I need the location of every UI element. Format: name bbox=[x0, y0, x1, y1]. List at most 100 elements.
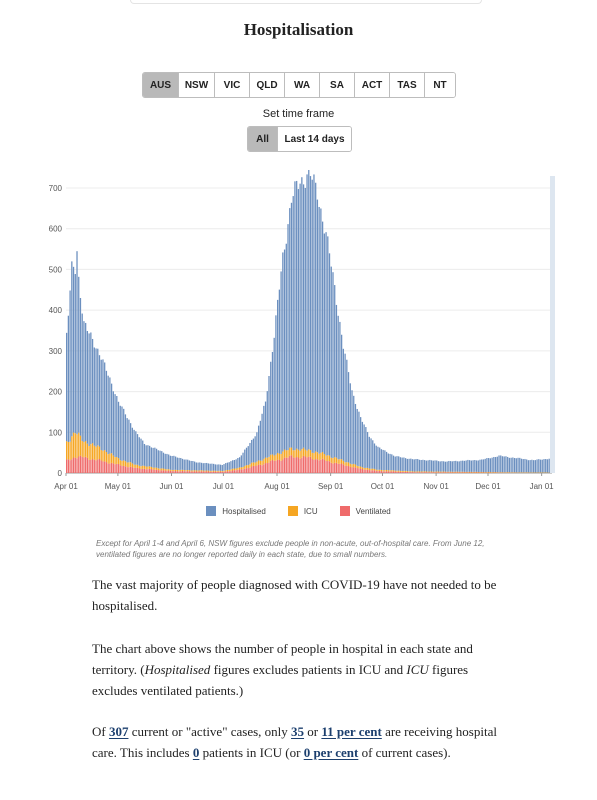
icu-bar bbox=[382, 470, 384, 472]
ventilated-bar bbox=[372, 470, 374, 473]
legend-swatch bbox=[287, 506, 298, 516]
hospitalised-bar bbox=[403, 457, 405, 471]
hospitalised-bar bbox=[91, 338, 94, 444]
icu-patients-link[interactable]: 0 bbox=[192, 745, 200, 760]
hospitalised-bar bbox=[508, 457, 511, 473]
hospitalised-bar bbox=[538, 459, 540, 473]
hospitalised-bar bbox=[526, 459, 528, 473]
icu-bar bbox=[424, 471, 426, 473]
icu-bar bbox=[439, 471, 441, 473]
icu-bar bbox=[377, 469, 379, 471]
hospitalised-bar bbox=[154, 447, 156, 468]
hospitalised-bar bbox=[213, 463, 215, 471]
state-tab-wa[interactable]: WA bbox=[285, 73, 320, 97]
ventilated-bar bbox=[280, 460, 282, 473]
ventilated-bar bbox=[129, 466, 132, 473]
hospitalised-bar bbox=[422, 459, 424, 472]
icu-bar bbox=[436, 471, 438, 473]
hospitalised-bar bbox=[102, 359, 104, 451]
hospitalised-bar bbox=[434, 460, 436, 472]
hospitalised-bar bbox=[81, 313, 83, 441]
hospitalisation-chart: 0 100 200 300 400 500 600 700 Apr 01 May 01 Jun 01… bbox=[49, 170, 555, 491]
state-tab-tas[interactable]: TAS bbox=[390, 73, 425, 97]
paragraph-2-text: The chart above shows the number of peop… bbox=[92, 641, 473, 677]
hospital-percent-link[interactable]: 11 per cent bbox=[321, 724, 382, 739]
ventilated-bar bbox=[335, 462, 338, 473]
hospitalised-bar bbox=[372, 440, 374, 469]
icu-bar bbox=[379, 469, 381, 471]
ventilated-bar bbox=[327, 461, 329, 473]
state-tab-nsw[interactable]: NSW bbox=[179, 73, 215, 97]
icu-bar bbox=[505, 472, 507, 473]
icu-bar bbox=[327, 455, 329, 462]
ventilated-bar bbox=[226, 471, 229, 473]
icu-bar bbox=[398, 470, 400, 472]
active-cases-link[interactable]: 307 bbox=[108, 724, 129, 739]
icu-bar bbox=[273, 455, 275, 461]
ventilated-bar bbox=[256, 465, 258, 473]
icu-bar bbox=[363, 467, 365, 470]
icu-bar bbox=[308, 449, 310, 457]
ventilated-bar bbox=[462, 472, 464, 473]
icu-bar bbox=[136, 464, 139, 468]
icu-bar bbox=[102, 450, 104, 462]
ventilated-bar bbox=[192, 471, 194, 473]
hospitalised-bar bbox=[142, 440, 144, 466]
icu-bar bbox=[325, 455, 327, 461]
timeframe-option-all[interactable]: All bbox=[248, 127, 278, 151]
ventilated-bar bbox=[188, 471, 191, 473]
state-tab-sa[interactable]: SA bbox=[320, 73, 355, 97]
state-tab-nt[interactable]: NT bbox=[425, 73, 455, 97]
ventilated-bar bbox=[353, 467, 355, 473]
ventilated-bar bbox=[218, 471, 220, 473]
icu-bar bbox=[479, 472, 481, 473]
ventilated-bar bbox=[368, 470, 370, 473]
timeframe-selector: All Last 14 days bbox=[247, 126, 352, 152]
hospitalised-bar bbox=[207, 463, 210, 471]
hospitalised-bar bbox=[252, 438, 255, 463]
ventilated-bar bbox=[437, 472, 440, 473]
hospitalised-bar bbox=[529, 460, 531, 473]
x-tick-label: Oct 01 bbox=[371, 482, 395, 491]
icu-bar bbox=[85, 440, 87, 457]
hospitalised-bar bbox=[470, 460, 472, 472]
ventilated-bar bbox=[302, 455, 305, 473]
icu-percent-link[interactable]: 0 per cent bbox=[303, 745, 359, 760]
hospitalised-bar bbox=[180, 457, 182, 470]
timeframe-option-last-14-days[interactable]: Last 14 days bbox=[278, 127, 351, 151]
state-tab-vic[interactable]: VIC bbox=[215, 73, 250, 97]
hospital-care-link[interactable]: 35 bbox=[291, 724, 305, 739]
hospitalised-bar bbox=[301, 177, 303, 450]
icu-bar bbox=[209, 470, 211, 472]
ventilated-bar bbox=[133, 467, 135, 473]
ventilated-bar bbox=[318, 460, 320, 473]
ventilated-bar bbox=[102, 461, 104, 473]
icu-bar bbox=[121, 460, 123, 467]
icu-bar bbox=[67, 442, 70, 460]
x-tick-label: Apr 01 bbox=[54, 482, 78, 491]
icu-bar bbox=[289, 447, 291, 456]
hospitalised-bar bbox=[110, 383, 113, 454]
hospitalised-bar bbox=[164, 453, 166, 470]
icu-bar bbox=[143, 465, 146, 469]
ventilated-bar bbox=[379, 470, 381, 473]
hospitalised-bar bbox=[513, 457, 516, 473]
icu-bar bbox=[453, 471, 455, 473]
hospitalised-bar bbox=[505, 456, 507, 473]
ventilated-bar bbox=[161, 470, 163, 473]
ventilated-bar bbox=[155, 469, 158, 473]
state-tab-qld[interactable]: QLD bbox=[250, 73, 285, 97]
hospitalised-bar bbox=[69, 290, 71, 442]
state-tab-aus[interactable]: AUS bbox=[143, 73, 179, 97]
hospitalised-bar bbox=[230, 461, 232, 470]
hospitalised-bar bbox=[263, 405, 265, 459]
icu-bar bbox=[370, 468, 372, 471]
hospitalised-bar bbox=[467, 459, 469, 472]
hospitalised-bar bbox=[214, 464, 217, 471]
icu-bar bbox=[157, 468, 159, 471]
state-tab-act[interactable]: ACT bbox=[355, 73, 390, 97]
hospitalised-bar bbox=[399, 457, 402, 471]
hospitalised-bar bbox=[114, 394, 116, 458]
icu-bar bbox=[366, 467, 369, 470]
hospitalised-bar bbox=[460, 460, 462, 472]
